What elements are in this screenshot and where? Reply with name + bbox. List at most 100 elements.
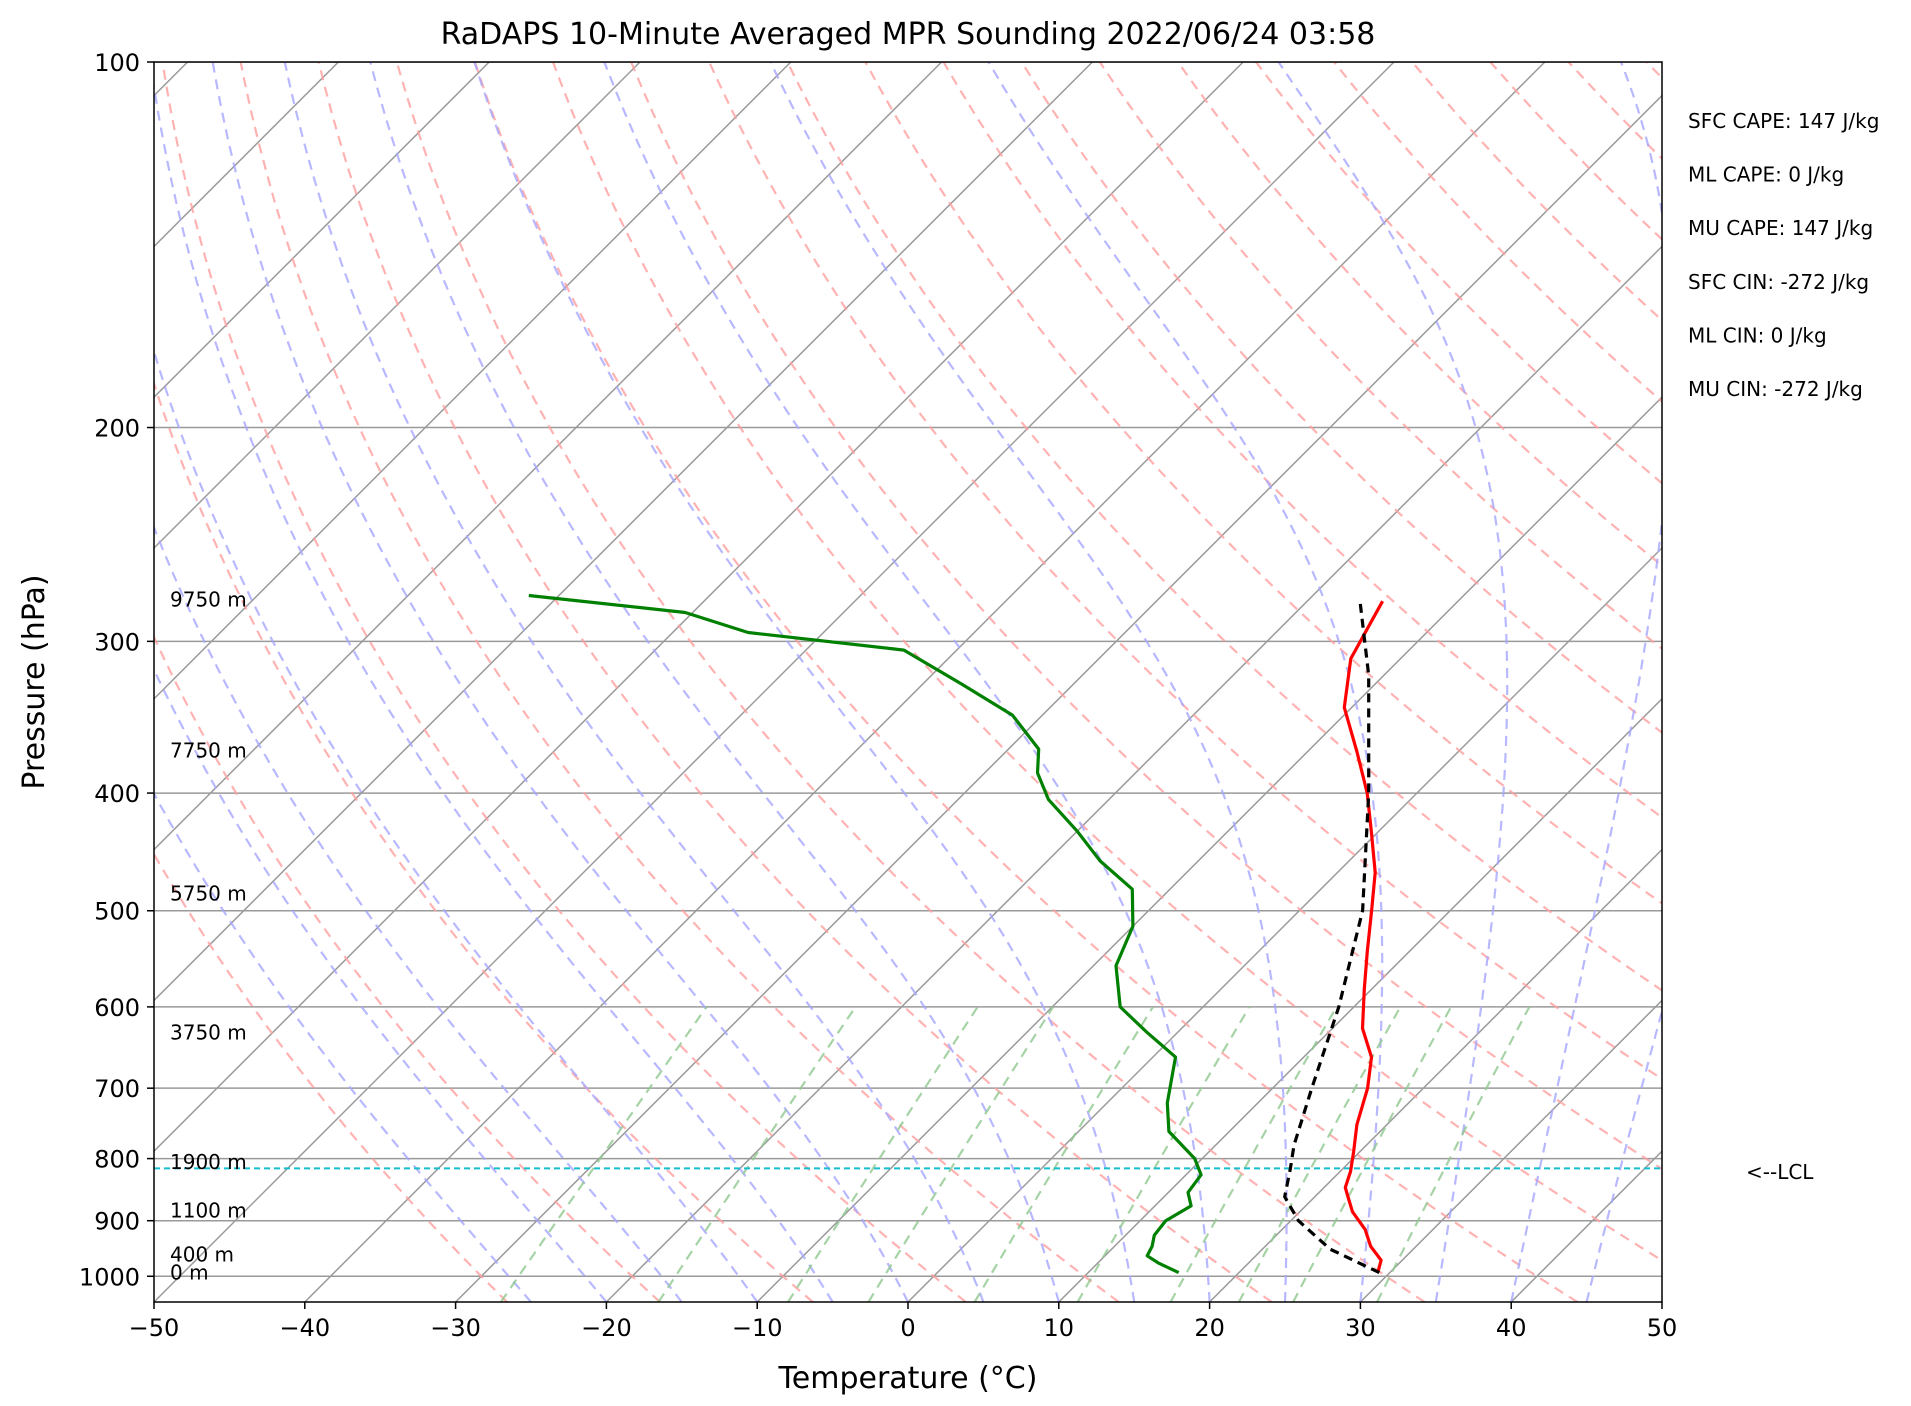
x-tick-label: 30 [1345, 1314, 1376, 1342]
moist-adiabat-line [987, 62, 1384, 1302]
height-label: 3750 m [170, 1021, 247, 1045]
x-tick-label: 40 [1496, 1314, 1527, 1342]
isotherm-line [154, 62, 641, 550]
x-tick-label: 50 [1647, 1314, 1678, 1342]
lcl-label: <--LCL [1746, 1160, 1814, 1184]
isotherm-line [154, 62, 792, 700]
x-tick-label: 20 [1194, 1314, 1225, 1342]
plot-area [154, 62, 1662, 1302]
moist-adiabat-line [154, 791, 532, 1302]
moist-adiabat-line [769, 62, 1288, 1302]
height-label: 400 m [170, 1243, 234, 1267]
height-label: 9750 m [170, 587, 247, 611]
isotherm-line [154, 62, 1244, 1153]
isotherm-line [154, 62, 490, 399]
moist-adiabat-line [473, 62, 1136, 1302]
height-label: 7750 m [170, 739, 247, 763]
x-tick-label: −50 [129, 1314, 180, 1342]
moist-adiabat-line [1585, 1007, 1662, 1302]
moist-adiabat-line [211, 62, 909, 1302]
dry-adiabat-line [161, 62, 967, 1302]
stability-index: MU CIN: -272 J/kg [1688, 377, 1863, 401]
moist-adiabat-line [1277, 62, 1509, 1302]
height-label: 1100 m [170, 1199, 247, 1223]
height-label: 0 m [170, 1261, 209, 1285]
moist-adiabat-line [154, 79, 834, 1302]
moist-adiabat-line [154, 667, 608, 1302]
mixing-ratio-line [657, 1006, 857, 1302]
dry-adiabat-line [942, 62, 1662, 819]
x-tick-label: 0 [900, 1314, 915, 1342]
x-tick-label: 10 [1044, 1314, 1075, 1342]
dry-adiabat-line [239, 62, 1120, 1302]
stability-index: SFC CIN: -272 J/kg [1688, 270, 1869, 294]
isotherm-line [154, 62, 1395, 1302]
y-tick-label: 800 [94, 1146, 140, 1174]
y-tick-label: 100 [94, 49, 140, 77]
moist-adiabat-line [603, 62, 1211, 1302]
dry-adiabat-line [473, 62, 1579, 1302]
stability-index: ML CIN: 0 J/kg [1688, 323, 1827, 347]
mixing-ratio-line [1292, 1006, 1453, 1302]
mixing-ratio-lines [499, 1006, 1531, 1302]
y-tick-label: 300 [94, 628, 140, 656]
isotherm-line [1359, 999, 1662, 1302]
dry-adiabat-line [395, 62, 1426, 1302]
x-axis-ticks: −50 −40 −30 −20 −10 0 10 20 30 40 50 [129, 1302, 1678, 1342]
mixing-ratio-line [1169, 1006, 1338, 1302]
dry-adiabat-line [630, 62, 1662, 1171]
dry-adiabat-line [154, 634, 661, 1302]
dry-adiabat-line [551, 62, 1662, 1262]
temperature-line [1342, 600, 1384, 1274]
isotherm-line [605, 245, 1662, 1302]
chart-title: RaDAPS 10-Minute Averaged MPR Sounding 2… [441, 17, 1376, 52]
isotherm-line [756, 396, 1662, 1302]
y-tick-label: 600 [94, 994, 140, 1022]
mixing-ratio-line [867, 1006, 1055, 1302]
isotherm-line [154, 62, 943, 851]
parcel-line [1283, 601, 1380, 1275]
dry-adiabat-line [708, 62, 1662, 1081]
moist-adiabat-line [369, 62, 1060, 1302]
mixing-ratio-line [1376, 1006, 1531, 1302]
isotherm-line [1058, 697, 1662, 1302]
dewpoint-line [528, 593, 1203, 1275]
stability-index: MU CAPE: 147 J/kg [1688, 216, 1873, 240]
stability-index: ML CAPE: 0 J/kg [1688, 163, 1844, 187]
dry-adiabat-line [786, 62, 1662, 992]
y-tick-label: 200 [94, 415, 140, 443]
y-tick-label: 900 [94, 1208, 140, 1236]
y-axis-label: Pressure (hPa) [17, 574, 52, 789]
stability-indices: SFC CAPE: 147 J/kg ML CAPE: 0 J/kg MU CAPE… [1688, 109, 1879, 401]
dry-adiabat-line [154, 852, 508, 1302]
mixing-ratio-line [787, 1006, 979, 1302]
x-tick-label: −20 [581, 1314, 632, 1342]
mixing-ratio-line [1237, 1006, 1402, 1302]
isotherm-line [1209, 848, 1662, 1302]
isotherm-line [455, 94, 1662, 1302]
moist-adiabat-line [154, 524, 683, 1302]
isotherm-lines [154, 62, 1662, 1302]
moist-adiabat-line [154, 347, 759, 1302]
x-tick-label: −10 [732, 1314, 783, 1342]
isotherm-line [304, 62, 1546, 1302]
moist-adiabat-line [283, 62, 985, 1302]
dry-adiabat-lines [154, 62, 1662, 1302]
height-label: 1900 m [170, 1150, 247, 1174]
height-label: 5750 m [170, 882, 247, 906]
profile-lines [528, 593, 1384, 1275]
x-tick-label: −30 [430, 1314, 481, 1342]
dry-adiabat-line [1098, 62, 1662, 651]
y-tick-label: 700 [94, 1075, 140, 1103]
moist-adiabat-line [1510, 62, 1662, 1302]
x-tick-label: −40 [279, 1314, 330, 1342]
dry-adiabat-line [154, 380, 814, 1302]
mixing-ratio-line [499, 1006, 708, 1302]
moist-adiabat-lines [154, 62, 1662, 1302]
x-axis-label: Temperature (°C) [778, 1361, 1038, 1396]
y-tick-label: 1000 [79, 1263, 140, 1291]
dry-adiabat-line [1177, 62, 1662, 567]
y-tick-label: 400 [94, 780, 140, 808]
